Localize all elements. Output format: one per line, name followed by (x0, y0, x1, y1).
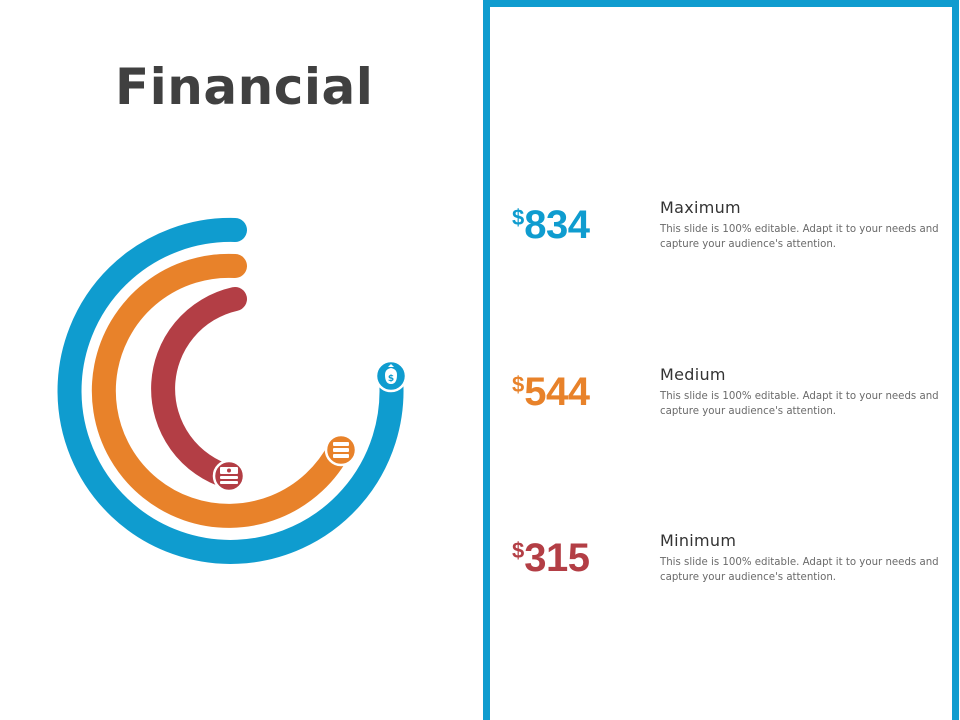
svg-text:$: $ (388, 374, 394, 384)
arc-maximum (57, 217, 404, 564)
currency-symbol: $ (512, 205, 525, 230)
arc-medium (91, 253, 352, 528)
amount: 544 (524, 370, 590, 414)
stat-minimum-value: $315 (512, 538, 590, 578)
stats-panel: $834 Maximum This slide is 100% editable… (483, 0, 959, 720)
currency-symbol: $ (512, 372, 525, 397)
stat-minimum: $315 Minimum This slide is 100% editable… (512, 531, 952, 618)
money-bag-icon: $ (374, 359, 408, 393)
stat-label: Maximum (660, 198, 741, 217)
radial-arc-chart: $ (57, 217, 408, 564)
stat-description: This slide is 100% editable. Adapt it to… (660, 557, 939, 583)
currency-symbol: $ (512, 538, 525, 563)
stat-maximum-value: $834 (512, 205, 590, 245)
cash-stack-icon (212, 459, 246, 493)
amount: 315 (524, 536, 590, 580)
stat-maximum: $834 Maximum This slide is 100% editable… (512, 198, 952, 285)
arc-minimum (151, 287, 247, 489)
stat-label: Minimum (660, 531, 737, 550)
slide-title: Financial (115, 58, 374, 116)
stat-label: Medium (660, 365, 726, 384)
coin-stack-icon (324, 433, 358, 467)
stat-medium: $544 Medium This slide is 100% editable.… (512, 365, 952, 452)
stat-medium-value: $544 (512, 372, 590, 412)
stat-description: This slide is 100% editable. Adapt it to… (660, 391, 939, 417)
amount: 834 (524, 203, 590, 247)
stat-description: This slide is 100% editable. Adapt it to… (660, 224, 939, 250)
